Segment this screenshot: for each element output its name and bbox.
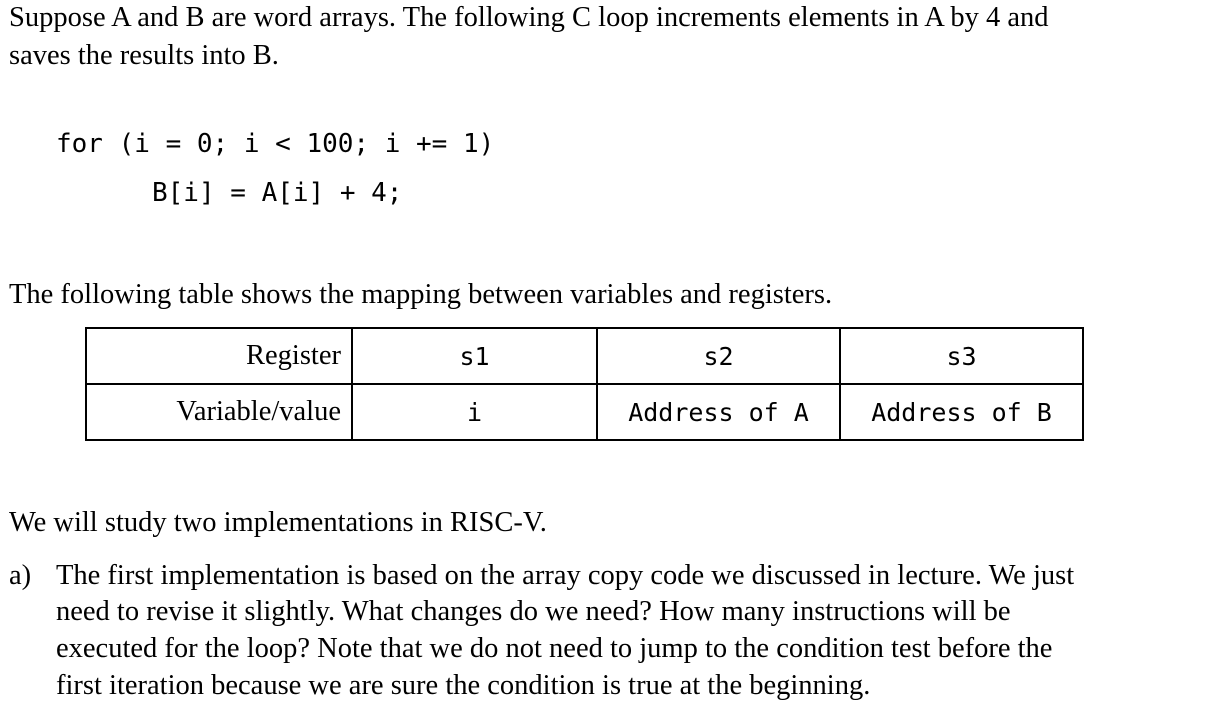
cell-variable-address-b: Address of B bbox=[839, 383, 1084, 441]
question-a-line-3: executed for the loop? Note that we do n… bbox=[56, 633, 1053, 664]
cell-variable-address-a: Address of A bbox=[596, 383, 841, 441]
cell-variable-i: i bbox=[351, 383, 598, 441]
row-header-variable-value: Variable/value bbox=[85, 383, 353, 441]
question-a-line-2: need to revise it slightly. What changes… bbox=[56, 596, 1011, 627]
code-line-assignment: B[i] = A[i] + 4; bbox=[152, 178, 403, 208]
register-mapping-table: Register s1 s2 s3 Variable/value i Addre… bbox=[85, 327, 1084, 441]
table-row-register: Register s1 s2 s3 bbox=[85, 327, 1084, 385]
cell-register-s3: s3 bbox=[839, 327, 1084, 385]
cell-register-s1: s1 bbox=[351, 327, 598, 385]
question-a-line-4: first iteration because we are sure the … bbox=[56, 670, 871, 701]
intro-line-1: Suppose A and B are word arrays. The fol… bbox=[9, 2, 1049, 33]
cell-register-s2: s2 bbox=[596, 327, 841, 385]
code-line-for-loop: for (i = 0; i < 100; i += 1) bbox=[56, 129, 495, 159]
intro-line-2: saves the results into B. bbox=[9, 40, 279, 71]
question-a-marker: a) bbox=[9, 560, 32, 591]
row-header-register: Register bbox=[85, 327, 353, 385]
table-caption: The following table shows the mapping be… bbox=[9, 279, 833, 310]
table-row-variable: Variable/value i Address of A Address of… bbox=[85, 383, 1084, 441]
question-a-line-1: The first implementation is based on the… bbox=[56, 560, 1075, 591]
study-intro-line: We will study two implementations in RIS… bbox=[9, 507, 547, 538]
